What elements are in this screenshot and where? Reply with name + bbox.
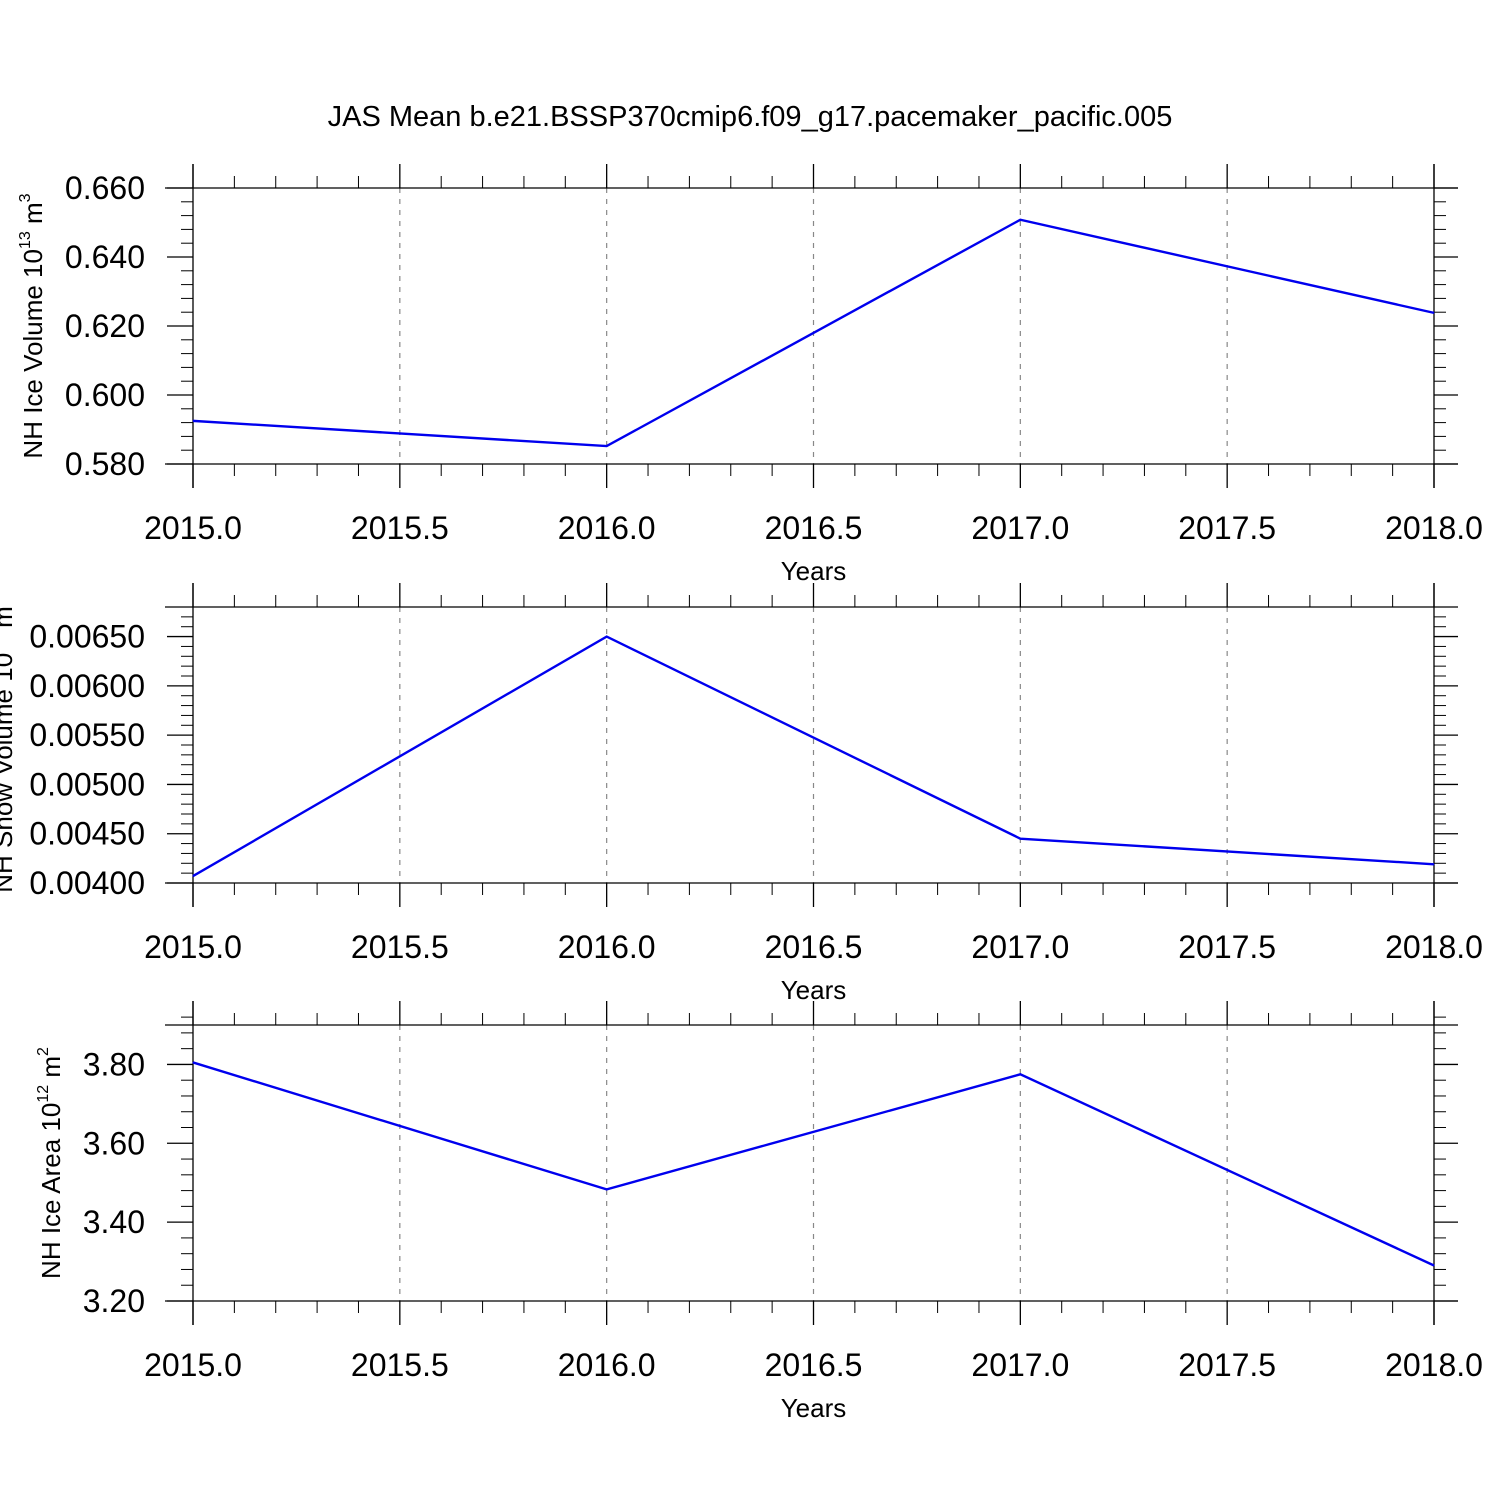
y-axis-label: NH Ice Volume 1013 m3 [17, 193, 48, 458]
data-point [1019, 838, 1021, 840]
y-tick-label: 0.00500 [29, 766, 145, 802]
y-tick-label: 0.620 [65, 308, 145, 344]
x-axis-label: Years [781, 556, 847, 586]
data-point [1433, 1265, 1435, 1267]
x-tick-label: 2018.0 [1385, 1347, 1483, 1383]
x-tick-label: 2016.5 [765, 510, 863, 546]
y-tick-label: 3.80 [83, 1046, 145, 1082]
data-point [606, 445, 608, 447]
x-tick-label: 2017.5 [1178, 1347, 1276, 1383]
y-tick-label: 0.00600 [29, 668, 145, 704]
series-line [192, 218, 1435, 448]
x-tick-label: 2017.0 [971, 929, 1069, 965]
x-tick-label: 2017.0 [971, 510, 1069, 546]
x-tick-label: 2018.0 [1385, 510, 1483, 546]
series-line [192, 635, 1435, 878]
y-tick-label: 0.00650 [29, 619, 145, 655]
x-tick-label: 2015.5 [351, 510, 449, 546]
series-line [192, 1061, 1435, 1267]
data-point [192, 420, 194, 422]
y-tick-label: 0.580 [65, 446, 145, 482]
y-tick-label: 3.60 [83, 1125, 145, 1161]
x-tick-label: 2016.0 [558, 510, 656, 546]
chart-panel-1: 2015.0 2015.5 2016.0 2016.5 2017.0 2017.5 2018… [17, 164, 1483, 586]
x-tick-label: 2017.5 [1178, 929, 1276, 965]
y-tick-label: 0.600 [65, 377, 145, 413]
x-tick-label: 2016.5 [765, 929, 863, 965]
x-tick-label: 2016.0 [558, 929, 656, 965]
data-point [192, 875, 194, 877]
x-tick-label: 2018.0 [1385, 929, 1483, 965]
y-tick-label: 0.00550 [29, 717, 145, 753]
x-tick-label: 2015.0 [144, 1347, 242, 1383]
data-point [1019, 219, 1021, 221]
data-point [1433, 863, 1435, 865]
x-tick-label: 2017.5 [1178, 510, 1276, 546]
x-tick-label: 2015.5 [351, 1347, 449, 1383]
y-tick-label: 0.00400 [29, 865, 145, 901]
x-tick-label: 2017.0 [971, 1347, 1069, 1383]
chart-panel-3: 2015.0 2015.5 2016.0 2016.5 2017.0 2017.5 2018… [35, 1001, 1483, 1423]
y-axis-label: NH Snow Volume 1013 m3 [0, 597, 18, 893]
data-point [1019, 1073, 1021, 1075]
x-tick-label: 2015.0 [144, 929, 242, 965]
y-tick-label: 0.660 [65, 170, 145, 206]
data-point [606, 636, 608, 638]
y-tick-label: 3.40 [83, 1204, 145, 1240]
y-tick-label: 0.00450 [29, 816, 145, 852]
data-point [606, 1188, 608, 1190]
y-tick-label: 3.20 [83, 1283, 145, 1319]
y-tick-label: 0.640 [65, 239, 145, 275]
data-point [192, 1061, 194, 1063]
x-axis-label: Years [781, 975, 847, 1005]
x-tick-label: 2015.5 [351, 929, 449, 965]
x-axis-label: Years [781, 1393, 847, 1423]
figure-title: JAS Mean b.e21.BSSP370cmip6.f09_g17.pace… [328, 101, 1173, 133]
chart-panel-2: 2015.0 2015.5 2016.0 2016.5 2017.0 2017.5 2018… [0, 583, 1483, 1005]
data-point [1433, 312, 1435, 314]
x-tick-label: 2015.0 [144, 510, 242, 546]
x-tick-label: 2016.0 [558, 1347, 656, 1383]
x-tick-label: 2016.5 [765, 1347, 863, 1383]
y-axis-label: NH Ice Area 1012 m2 [35, 1047, 66, 1279]
panels: 2015.0 2015.5 2016.0 2016.5 2017.0 2017.5 2018… [0, 164, 1483, 1423]
